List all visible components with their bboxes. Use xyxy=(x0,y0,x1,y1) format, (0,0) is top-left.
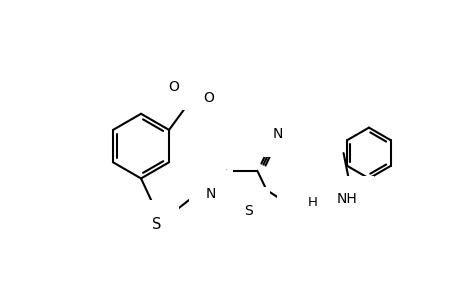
Text: N: N xyxy=(206,187,216,201)
Text: O: O xyxy=(168,80,179,94)
Text: S: S xyxy=(151,217,161,232)
Text: O: O xyxy=(203,91,214,105)
Text: H: H xyxy=(292,190,302,203)
Text: H: H xyxy=(307,196,317,209)
Text: N: N xyxy=(272,127,282,141)
Text: S: S xyxy=(244,204,252,218)
Text: NH: NH xyxy=(336,192,356,206)
